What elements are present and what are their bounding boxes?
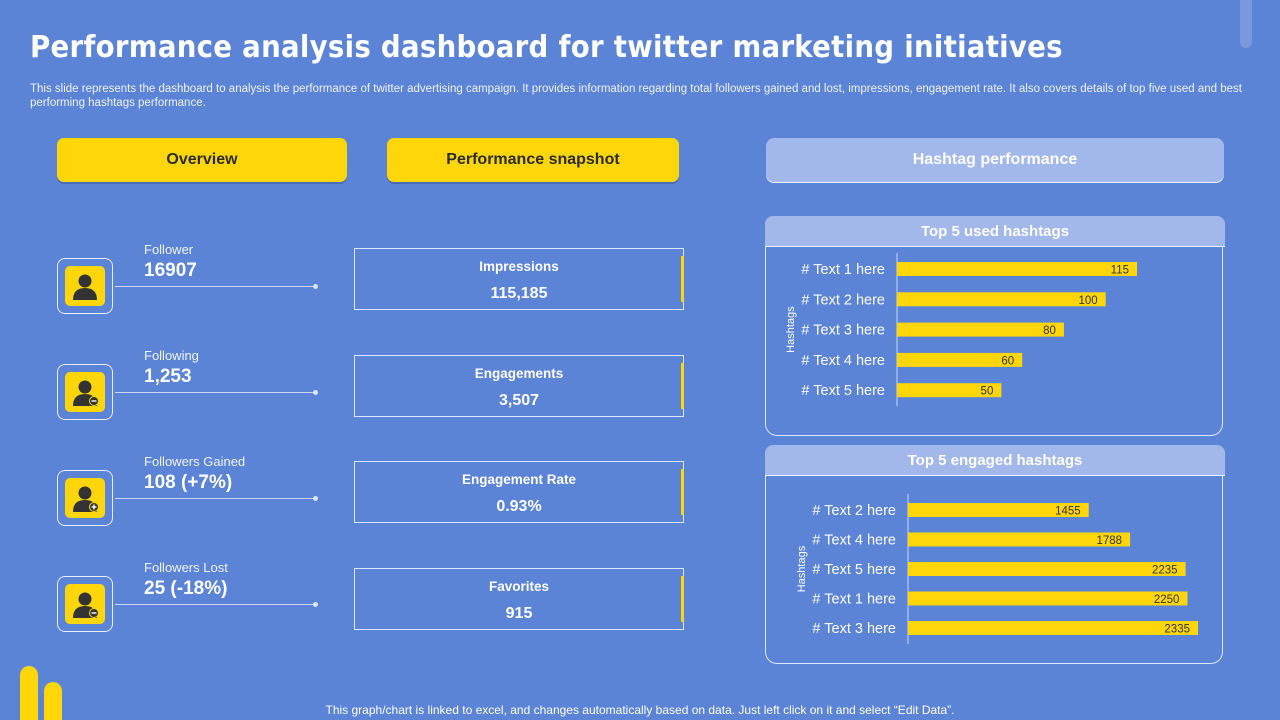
snapshot-label: Impressions	[479, 259, 559, 274]
accent-bar	[681, 576, 684, 622]
decorative-bar	[20, 666, 38, 720]
snapshot-label: Engagement Rate	[461, 472, 577, 487]
tick-label: # Text 4 here	[801, 353, 885, 369]
user-add-icon	[65, 478, 105, 518]
bar	[908, 503, 1089, 517]
bar	[908, 562, 1186, 576]
snapshot-value: 0.93%	[496, 498, 542, 515]
accent-bar	[681, 363, 684, 409]
tick-label: # Text 5 here	[801, 383, 885, 399]
data-label: 115	[1111, 265, 1129, 277]
avatar-frame	[57, 576, 113, 632]
bar	[897, 322, 1064, 337]
connector-dot	[313, 602, 318, 607]
accent-bar	[681, 256, 684, 302]
connector-dot	[313, 284, 318, 289]
decorative-bar	[44, 682, 62, 720]
tick-label: # Text 2 here	[801, 292, 885, 308]
tick-label: # Text 1 here	[812, 592, 896, 608]
snapshot-favorites: Favorites 915	[354, 568, 684, 630]
overview-value: 108 (+7%)	[144, 472, 233, 493]
overview-header[interactable]: Overview	[57, 138, 347, 182]
y-axis-label: Hashtags	[796, 545, 808, 592]
overview-value: 16907	[144, 260, 197, 281]
data-label: 60	[1001, 355, 1014, 367]
connector-line	[115, 286, 315, 287]
connector-line	[115, 392, 315, 393]
snapshot-engagement-rate: Engagement Rate 0.93%	[354, 461, 684, 523]
data-label: 2235	[1152, 565, 1178, 577]
overview-label: Follower	[144, 242, 194, 257]
hashtag-performance-header[interactable]: Hashtag performance	[766, 138, 1224, 182]
tick-label: # Text 2 here	[812, 503, 896, 519]
used-hashtags-title: Top 5 used hashtags	[765, 216, 1225, 246]
snapshot-label: Engagements	[474, 366, 564, 381]
avatar-frame	[57, 364, 113, 420]
tick-label: # Text 4 here	[812, 533, 896, 549]
used-hashtags-chart: Hashtags # Text 1 here 115 # Text 2 here 100…	[785, 253, 1137, 407]
overview-followers-gained: Followers Gained 108 (+7%)	[57, 454, 337, 530]
engaged-hashtags-title: Top 5 engaged hashtags	[765, 445, 1225, 475]
bar	[897, 262, 1137, 276]
bar	[908, 621, 1198, 635]
connector-line	[115, 604, 315, 605]
bar	[897, 383, 1002, 398]
overview-label: Followers Lost	[144, 560, 228, 575]
data-label: 1788	[1096, 535, 1122, 547]
accent-bar	[681, 469, 684, 515]
user-remove-icon	[65, 584, 105, 624]
user-minus-icon	[65, 372, 105, 412]
avatar-frame	[57, 470, 113, 526]
data-label: 50	[981, 386, 994, 398]
engaged-hashtags-chart: Hashtags # Text 2 here 1455 # Text 4 here 17…	[796, 494, 1198, 644]
snapshot-engagements: Engagements 3,507	[354, 355, 684, 417]
tick-label: # Text 3 here	[812, 621, 896, 637]
page-title: Performance analysis dashboard for twitt…	[30, 30, 1063, 65]
overview-label: Followers Gained	[144, 454, 246, 469]
snapshot-value: 915	[505, 605, 533, 622]
overview-label: Following	[144, 348, 199, 363]
page-description: This slide represents the dashboard to a…	[30, 83, 1242, 109]
scrollbar[interactable]	[1240, 0, 1252, 48]
data-label: 100	[1079, 295, 1098, 307]
bar	[908, 532, 1131, 547]
y-axis-label: Hashtags	[785, 306, 797, 353]
snapshot-value: 115,185	[490, 285, 548, 302]
data-label: 80	[1043, 325, 1056, 337]
used-hashtags-panel: Top 5 used hashtags Hashtags # Text 1 her…	[765, 216, 1225, 436]
bar	[897, 292, 1106, 307]
bar	[908, 591, 1188, 606]
overview-value: 25 (-18%)	[144, 578, 228, 599]
tick-label: # Text 3 here	[801, 323, 885, 339]
overview-following: Following 1,253	[57, 348, 337, 424]
user-icon	[65, 266, 105, 306]
avatar-frame	[57, 258, 113, 314]
tick-label: # Text 1 here	[801, 262, 885, 278]
performance-snapshot-header[interactable]: Performance snapshot	[387, 138, 679, 182]
data-label: 2250	[1154, 594, 1180, 606]
snapshot-value: 3,507	[498, 392, 540, 409]
bar	[897, 352, 1023, 367]
snapshot-label: Favorites	[488, 579, 550, 594]
snapshot-impressions: Impressions 115,185	[354, 248, 684, 310]
overview-value: 1,253	[144, 366, 192, 387]
connector-dot	[313, 496, 318, 501]
data-label: 2335	[1164, 624, 1190, 636]
connector-line	[115, 498, 315, 499]
engaged-hashtags-panel: Top 5 engaged hashtags Hashtags # Text 2 …	[765, 445, 1225, 664]
connector-dot	[313, 390, 318, 395]
overview-follower: Follower 16907	[57, 242, 337, 318]
footer-note: This graph/chart is linked to excel, and…	[325, 703, 955, 717]
overview-followers-lost: Followers Lost 25 (-18%)	[57, 560, 337, 636]
tick-label: # Text 5 here	[812, 562, 896, 578]
data-label: 1455	[1055, 506, 1081, 518]
